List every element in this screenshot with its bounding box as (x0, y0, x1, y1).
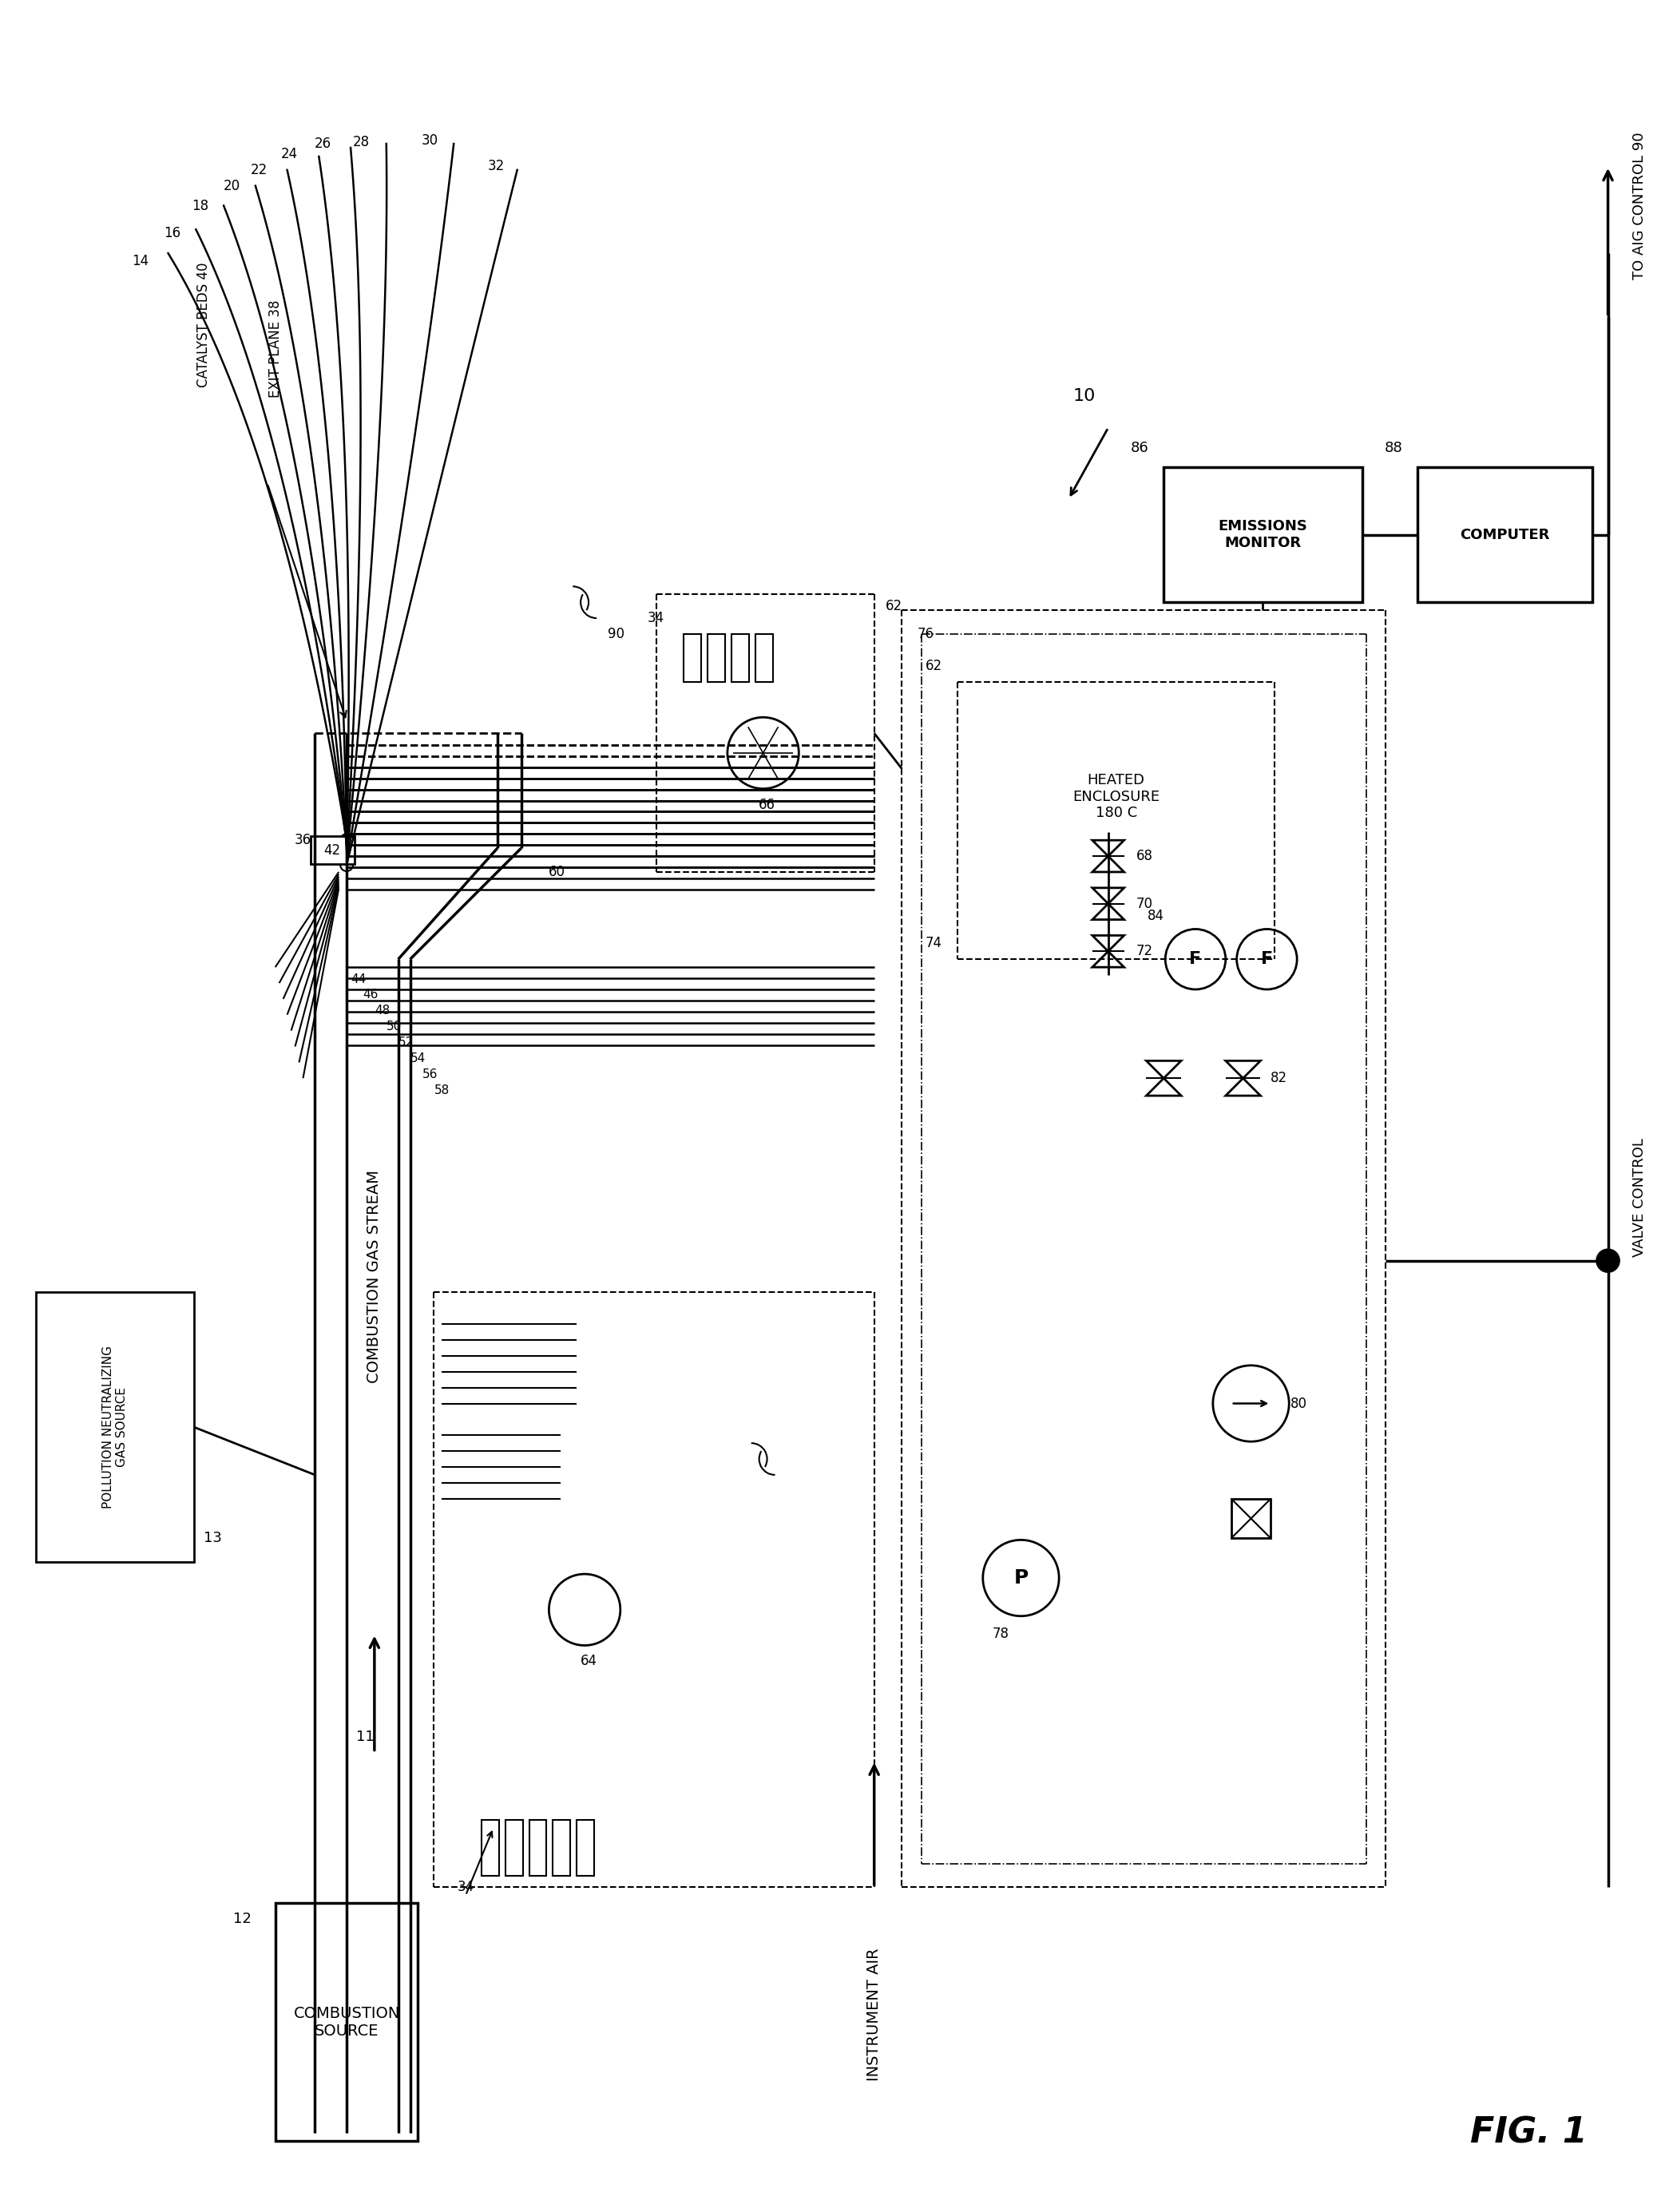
Text: 84: 84 (1148, 909, 1164, 922)
Text: 12: 12 (233, 1911, 251, 1927)
Text: 34: 34 (457, 1880, 473, 1893)
Text: 36: 36 (294, 834, 311, 847)
Text: 30: 30 (422, 133, 438, 148)
Circle shape (340, 834, 353, 847)
Circle shape (340, 854, 353, 867)
Text: F: F (1190, 951, 1201, 967)
Text: COMBUSTION GAS STREAM: COMBUSTION GAS STREAM (366, 1170, 381, 1382)
Circle shape (340, 852, 353, 865)
Circle shape (1596, 1250, 1619, 1272)
Circle shape (1213, 1365, 1290, 1442)
Text: CATALYST BEDS 40: CATALYST BEDS 40 (197, 263, 211, 387)
Bar (276, 1902, 418, 2141)
Circle shape (340, 841, 353, 854)
Text: 22: 22 (251, 164, 268, 177)
Bar (529, 1820, 547, 1876)
Text: 52: 52 (398, 1037, 413, 1048)
Circle shape (1166, 929, 1226, 989)
Text: HEATED
ENCLOSURE
180 C: HEATED ENCLOSURE 180 C (1072, 772, 1159, 821)
Text: 44: 44 (351, 973, 366, 984)
Circle shape (340, 858, 353, 872)
Text: COMPUTER: COMPUTER (1461, 529, 1549, 542)
Circle shape (340, 856, 353, 869)
Text: 66: 66 (758, 796, 776, 812)
Bar (1231, 1500, 1271, 1537)
Bar (552, 1820, 570, 1876)
Text: INSTRUMENT AIR: INSTRUMENT AIR (867, 1949, 882, 2081)
Text: 48: 48 (375, 1004, 390, 1018)
Circle shape (340, 847, 353, 860)
Circle shape (982, 1540, 1059, 1617)
Text: 76: 76 (917, 626, 934, 641)
Circle shape (728, 717, 798, 790)
Text: EXIT PLANE 38: EXIT PLANE 38 (268, 299, 283, 398)
Text: 24: 24 (281, 146, 298, 161)
Text: 11: 11 (356, 1730, 375, 1743)
Text: 60: 60 (549, 865, 565, 878)
Bar (1417, 467, 1593, 602)
Text: 13: 13 (204, 1531, 223, 1546)
Text: 64: 64 (581, 1655, 597, 1668)
Text: 62: 62 (885, 599, 902, 613)
Text: 62: 62 (925, 659, 942, 672)
Text: 70: 70 (1136, 896, 1153, 911)
Text: 90: 90 (607, 626, 624, 641)
Text: POLLUTION NEUTRALIZING
GAS SOURCE: POLLUTION NEUTRALIZING GAS SOURCE (102, 1345, 127, 1509)
Bar (755, 635, 773, 681)
Text: 56: 56 (422, 1068, 438, 1079)
Text: 18: 18 (191, 199, 209, 212)
Circle shape (340, 845, 353, 858)
Bar (482, 1820, 499, 1876)
Circle shape (340, 838, 353, 852)
Text: EMISSIONS
MONITOR: EMISSIONS MONITOR (1218, 520, 1308, 551)
Text: P: P (1014, 1568, 1029, 1588)
Bar (505, 1820, 522, 1876)
Bar (708, 635, 724, 681)
Text: 78: 78 (992, 1626, 1009, 1641)
Bar (684, 635, 701, 681)
Text: 16: 16 (164, 226, 181, 241)
Circle shape (340, 843, 353, 856)
Text: 46: 46 (363, 989, 378, 1002)
Text: FIG. 1: FIG. 1 (1471, 2117, 1588, 2150)
Bar (35, 1292, 194, 1562)
Text: 72: 72 (1136, 945, 1153, 958)
Text: F: F (1261, 951, 1273, 967)
Text: 74: 74 (925, 936, 942, 951)
Text: 42: 42 (325, 843, 341, 858)
Text: 88: 88 (1385, 440, 1404, 456)
Bar (577, 1820, 594, 1876)
Text: 58: 58 (435, 1084, 450, 1097)
Text: 50: 50 (386, 1020, 402, 1033)
Text: 86: 86 (1131, 440, 1149, 456)
Circle shape (549, 1575, 621, 1646)
Text: 14: 14 (132, 254, 149, 268)
Text: 82: 82 (1271, 1071, 1288, 1086)
Text: 28: 28 (353, 135, 370, 150)
Text: TO AIG CONTROL 90: TO AIG CONTROL 90 (1633, 133, 1646, 279)
Circle shape (1236, 929, 1297, 989)
Bar (731, 635, 750, 681)
Text: 68: 68 (1136, 849, 1153, 863)
Text: 20: 20 (223, 179, 239, 192)
Text: 32: 32 (487, 159, 504, 173)
Text: 26: 26 (315, 137, 331, 150)
Text: 34: 34 (647, 611, 664, 626)
Text: VALVE CONTROL: VALVE CONTROL (1633, 1137, 1646, 1256)
Text: 10: 10 (1072, 387, 1096, 405)
Bar (1164, 467, 1362, 602)
Bar (311, 836, 355, 865)
Text: 80: 80 (1290, 1396, 1307, 1411)
Text: COMBUSTION
SOURCE: COMBUSTION SOURCE (293, 2006, 400, 2039)
Text: 54: 54 (410, 1053, 425, 1064)
